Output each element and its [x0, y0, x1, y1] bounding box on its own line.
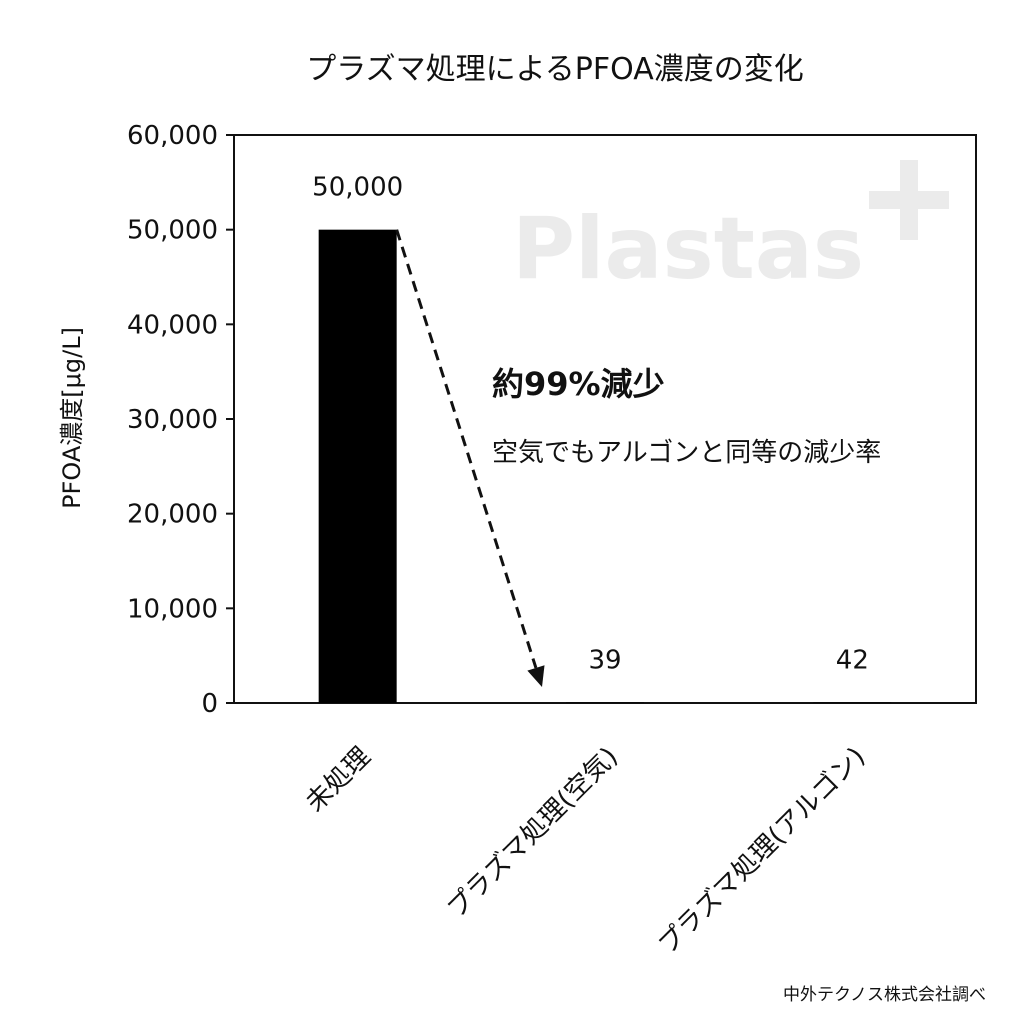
category-labels: 未処理 プラズマ処理(空気) プラズマ処理(アルゴン): [300, 742, 871, 960]
y-tick-label: 60,000: [127, 121, 218, 151]
decrease-arrow-line: [395, 229, 538, 669]
source-note: 中外テクノス株式会社調べ: [783, 985, 986, 1005]
y-tick-label: 30,000: [127, 405, 218, 435]
decrease-arrow-head: [527, 665, 545, 687]
watermark-plus-icon: [869, 160, 949, 240]
y-tick-label: 10,000: [127, 594, 218, 624]
watermark-text: Plastas: [512, 199, 864, 299]
y-tick-label: 50,000: [127, 216, 218, 246]
annotation-sub: 空気でもアルゴンと同等の減少率: [492, 438, 881, 468]
y-axis-label: PFOA濃度[μg/L]: [58, 327, 86, 509]
chart-title: プラズマ処理によるPFOA濃度の変化: [306, 52, 803, 87]
decrease-arrow: [395, 229, 545, 687]
y-tick-label: 0: [201, 689, 218, 719]
data-label: 42: [836, 646, 869, 676]
data-label: 50,000: [312, 173, 403, 203]
y-tick-label: 40,000: [127, 310, 218, 340]
y-axis-ticks: 0 10,000 20,000 30,000 40,000 50,000 60,000: [127, 121, 234, 719]
y-tick-label: 20,000: [127, 500, 218, 530]
bar: [318, 229, 397, 703]
data-labels: 50,000 39 42: [312, 173, 869, 676]
data-label: 39: [588, 646, 621, 676]
category-label: 未処理: [300, 742, 376, 818]
category-label: プラズマ処理(空気): [442, 742, 624, 924]
bars: [318, 229, 892, 703]
category-label: プラズマ処理(アルゴン): [653, 742, 871, 960]
annotation-main: 約99%減少: [492, 365, 665, 403]
